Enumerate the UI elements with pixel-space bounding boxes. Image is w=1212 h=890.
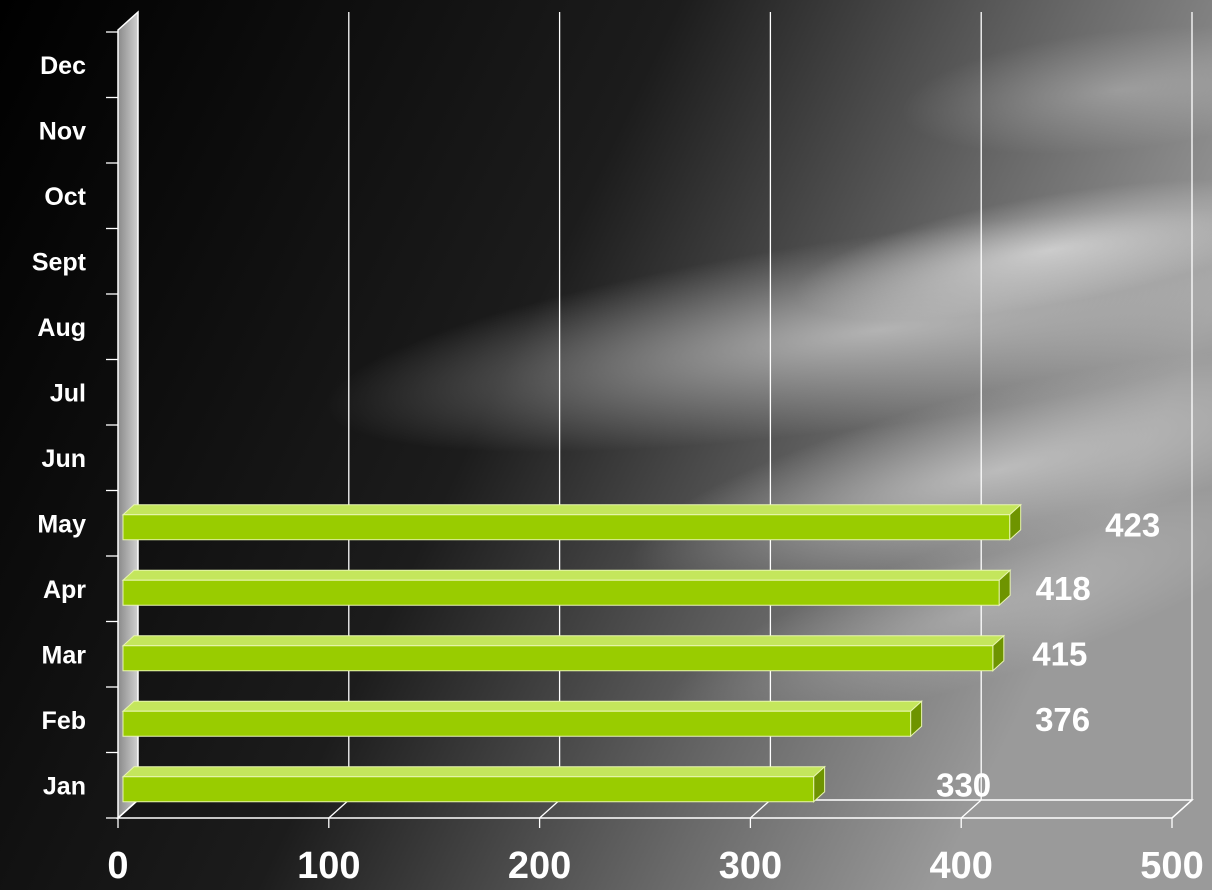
left-wall	[117, 10, 139, 820]
x-tick-label-100: 100	[297, 845, 360, 887]
bar-front-feb	[122, 710, 912, 737]
floor-line-400	[960, 799, 982, 819]
floor-line-200	[539, 799, 561, 819]
category-label-feb: Feb	[42, 707, 86, 735]
bar-feb	[121, 700, 923, 738]
bar-front-mar	[122, 645, 994, 672]
x-tick-label-0: 0	[107, 845, 128, 887]
bar-top-apr	[121, 569, 1012, 581]
category-label-apr: Apr	[43, 576, 86, 604]
category-label-oct: Oct	[44, 183, 86, 211]
category-label-nov: Nov	[39, 117, 86, 145]
bar-top-feb	[121, 700, 923, 712]
category-label-jun: Jun	[42, 445, 86, 473]
category-label-aug: Aug	[37, 314, 86, 342]
bar-front-may	[122, 514, 1011, 541]
bar-apr	[121, 569, 1012, 607]
value-label-may: 423	[1105, 506, 1160, 543]
x-tick-label-200: 200	[508, 845, 571, 887]
bar-jan	[121, 765, 826, 803]
category-label-sept: Sept	[32, 248, 87, 276]
bar-top-may	[121, 504, 1022, 516]
floor-line-300	[749, 799, 771, 819]
floor-line-500	[1171, 799, 1193, 819]
x-tick-label-300: 300	[719, 845, 782, 887]
bar-top-mar	[121, 635, 1006, 647]
bar-front-jan	[122, 776, 815, 803]
x-tick-label-400: 400	[929, 845, 992, 887]
x-tick-label-500: 500	[1140, 845, 1203, 887]
bar-may	[121, 503, 1022, 541]
bar-mar	[121, 634, 1006, 672]
category-label-dec: Dec	[40, 52, 86, 80]
category-labels: Jan Feb Mar Apr May Jun Jul Aug Sept Oct Nov Dec	[32, 52, 87, 801]
value-label-mar: 415	[1032, 635, 1087, 672]
value-label-feb: 376	[1035, 701, 1090, 738]
category-label-jan: Jan	[43, 772, 86, 800]
value-label-apr: 418	[1036, 570, 1091, 607]
bars	[121, 503, 1022, 803]
bar-top-jan	[121, 766, 826, 778]
y-axis-ticks	[106, 31, 118, 819]
category-label-mar: Mar	[42, 641, 87, 669]
floor-line-0	[117, 799, 139, 819]
floor-line-100	[328, 799, 350, 819]
value-label-jan: 330	[936, 766, 991, 803]
value-labels: 330 376 415 418 423	[936, 506, 1160, 803]
bar-front-apr	[122, 579, 1000, 606]
category-label-may: May	[37, 510, 86, 538]
category-label-jul: Jul	[50, 379, 86, 407]
x-axis-tick-labels: 0 100 200 300 400 500	[107, 845, 1203, 887]
